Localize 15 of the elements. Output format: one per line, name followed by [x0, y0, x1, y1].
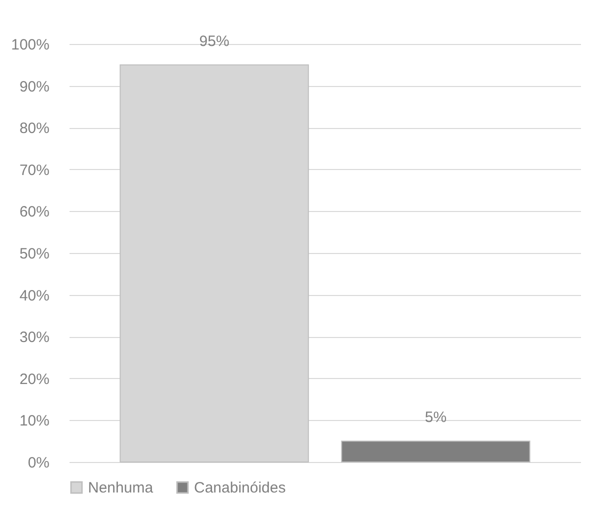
- y-tick-label: 0%: [28, 454, 50, 472]
- y-tick-label: 80%: [19, 120, 50, 138]
- y-tick-label: 90%: [19, 78, 50, 96]
- y-tick-label: 60%: [19, 204, 50, 221]
- y-tick-label: 30%: [19, 329, 50, 346]
- y-tick-label: 20%: [19, 370, 50, 388]
- y-tick-label: 50%: [19, 246, 50, 262]
- data-label: 5%: [424, 409, 447, 426]
- data-label: 95%: [199, 32, 230, 50]
- legend-label: Canabinóides: [194, 480, 286, 497]
- legend-label: Nenhuma: [88, 480, 154, 497]
- y-tick-label: 10%: [19, 412, 50, 430]
- y-tick-label: 100%: [11, 36, 50, 54]
- y-tick-label: 70%: [19, 162, 50, 179]
- y-tick-label: 40%: [19, 287, 50, 304]
